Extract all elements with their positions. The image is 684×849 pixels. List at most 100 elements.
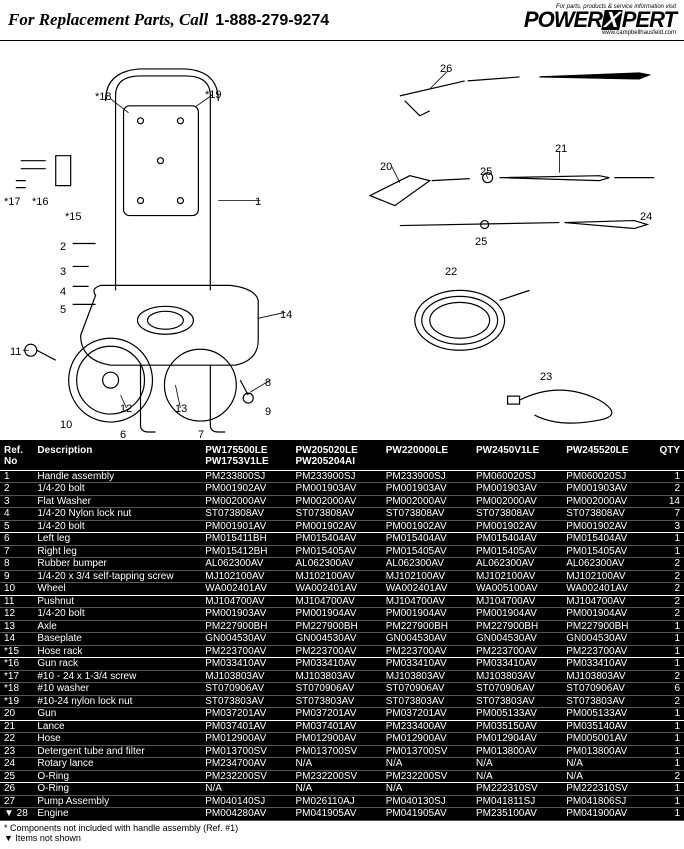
table-row: 121/4-20 boltPM001903AVPM001904AVPM00190… xyxy=(0,608,684,621)
cell-pn: PM001901AV xyxy=(201,520,291,533)
cell-pn: PM013700SV xyxy=(292,745,382,758)
logo-x-icon: X xyxy=(601,10,622,30)
callout-c1: 1 xyxy=(255,196,261,208)
cell-pn: PM223700AV xyxy=(562,645,652,658)
table-row: 91/4-20 x 3/4 self-tapping screwMJ102100… xyxy=(0,570,684,583)
cell-pn: PM234700AV xyxy=(201,758,291,771)
table-row: *19#10-24 nylon lock nutST073803AVST0738… xyxy=(0,695,684,708)
table-row: *15Hose rackPM223700AVPM223700AVPM223700… xyxy=(0,645,684,658)
cell-ref: *16 xyxy=(0,658,33,671)
cell-pn: MJ104700AV xyxy=(382,595,472,608)
cell-pn: PM002000AV xyxy=(382,495,472,508)
cell-pn: GN004530AV xyxy=(201,633,291,646)
cell-pn: PM227900BH xyxy=(382,620,472,633)
cell-pn: AL062300AV xyxy=(382,558,472,571)
callout-c3: 3 xyxy=(60,266,66,278)
cell-ref: 5 xyxy=(0,520,33,533)
cell-pn: PM222310SV xyxy=(562,783,652,796)
cell-desc: Baseplate xyxy=(33,633,201,646)
table-row: 24Rotary lancePM234700AVN/AN/AN/AN/A1 xyxy=(0,758,684,771)
cell-desc: Pushnut xyxy=(33,595,201,608)
cell-desc: 1/4-20 bolt xyxy=(33,520,201,533)
table-row: 3Flat WasherPM002000AVPM002000AVPM002000… xyxy=(0,495,684,508)
table-row: *18#10 washerST070906AVST070906AVST07090… xyxy=(0,683,684,696)
cell-qty: 7 xyxy=(652,508,684,521)
cell-pn: N/A xyxy=(562,758,652,771)
cell-qty: 1 xyxy=(652,545,684,558)
cell-qty: 2 xyxy=(652,608,684,621)
cell-pn: PM037401AV xyxy=(201,720,291,733)
cell-pn: N/A xyxy=(292,783,382,796)
cell-qty: 2 xyxy=(652,570,684,583)
cell-ref: *15 xyxy=(0,645,33,658)
th-model-2: PW220000LE xyxy=(382,441,472,471)
cell-qty: 1 xyxy=(652,708,684,721)
cell-pn: PM013700SV xyxy=(382,745,472,758)
cell-qty: 3 xyxy=(652,520,684,533)
cell-pn: PM041905AV xyxy=(382,808,472,821)
cell-pn: PM002000AV xyxy=(472,495,562,508)
cell-desc: Axle xyxy=(33,620,201,633)
cell-desc: Wheel xyxy=(33,583,201,596)
cell-desc: Hose xyxy=(33,733,201,746)
cell-pn: GN004530AV xyxy=(562,633,652,646)
table-row: 11PushnutMJ104700AVMJ104700AVMJ104700AVM… xyxy=(0,595,684,608)
cell-pn: PM001903AV xyxy=(562,483,652,496)
footnote-a: * Components not included with handle as… xyxy=(4,823,680,833)
th-ref: Ref.No xyxy=(0,441,33,471)
table-row: 8Rubber bumperAL062300AVAL062300AVAL0623… xyxy=(0,558,684,571)
cell-pn: PM037201AV xyxy=(382,708,472,721)
th-model-1: PW205020LEPW205204AI xyxy=(292,441,382,471)
cell-pn: ST073808AV xyxy=(201,508,291,521)
cell-pn: PM015405AV xyxy=(292,545,382,558)
cell-pn: MJ103803AV xyxy=(562,670,652,683)
callout-c13: 13 xyxy=(175,403,187,415)
cell-pn: PM035150AV xyxy=(472,720,562,733)
cell-pn: ST073808AV xyxy=(562,508,652,521)
cell-pn: PM001904AV xyxy=(562,608,652,621)
cell-desc: Detergent tube and filter xyxy=(33,745,201,758)
cell-pn: MJ103803AV xyxy=(201,670,291,683)
cell-qty: 14 xyxy=(652,495,684,508)
callout-c26: 26 xyxy=(440,63,452,75)
cell-pn: PM227900BH xyxy=(472,620,562,633)
cell-pn: MJ102100AV xyxy=(562,570,652,583)
cell-pn: ST073808AV xyxy=(472,508,562,521)
table-row: 23Detergent tube and filterPM013700SVPM0… xyxy=(0,745,684,758)
cell-pn: PM037401AV xyxy=(292,720,382,733)
cell-pn: PM233400AV xyxy=(382,720,472,733)
cell-qty: 1 xyxy=(652,658,684,671)
cell-ref: 9 xyxy=(0,570,33,583)
cell-qty: 1 xyxy=(652,620,684,633)
cell-ref: 26 xyxy=(0,783,33,796)
callout-c18: *18 xyxy=(95,91,112,103)
cell-pn: PM037201AV xyxy=(292,708,382,721)
cell-pn: MJ103803AV xyxy=(382,670,472,683)
cell-pn: PM232200SV xyxy=(382,770,472,783)
cell-ref: *17 xyxy=(0,670,33,683)
cell-qty: 2 xyxy=(652,595,684,608)
cell-pn: PM033410AV xyxy=(292,658,382,671)
cell-pn: PM013800AV xyxy=(472,745,562,758)
th-model-0: PW175500LEPW1753V1LE xyxy=(201,441,291,471)
callout-c25b: 25 xyxy=(475,236,487,248)
cell-pn: PM012900AV xyxy=(292,733,382,746)
cell-pn: PM013700SV xyxy=(201,745,291,758)
table-row: 1Handle assemblyPM233800SJPM233900SJPM23… xyxy=(0,470,684,483)
footnotes: * Components not included with handle as… xyxy=(0,821,684,849)
cell-pn: PM005133AV xyxy=(472,708,562,721)
cell-pn: PM223700AV xyxy=(201,645,291,658)
cell-ref: 24 xyxy=(0,758,33,771)
cell-pn: MJ102100AV xyxy=(382,570,472,583)
cell-desc: Flat Washer xyxy=(33,495,201,508)
cell-pn: PM013800AV xyxy=(562,745,652,758)
table-row: 20GunPM037201AVPM037201AVPM037201AVPM005… xyxy=(0,708,684,721)
cell-qty: 1 xyxy=(652,745,684,758)
cell-ref: 1 xyxy=(0,470,33,483)
cell-pn: AL062300AV xyxy=(201,558,291,571)
cell-pn: PM015405AV xyxy=(562,545,652,558)
table-row: 10WheelWA002401AVWA002401AVWA002401AVWA0… xyxy=(0,583,684,596)
cell-pn: PM223700AV xyxy=(472,645,562,658)
phone-number: 1-888-279-9274 xyxy=(215,12,329,29)
cell-pn: PM223700AV xyxy=(382,645,472,658)
